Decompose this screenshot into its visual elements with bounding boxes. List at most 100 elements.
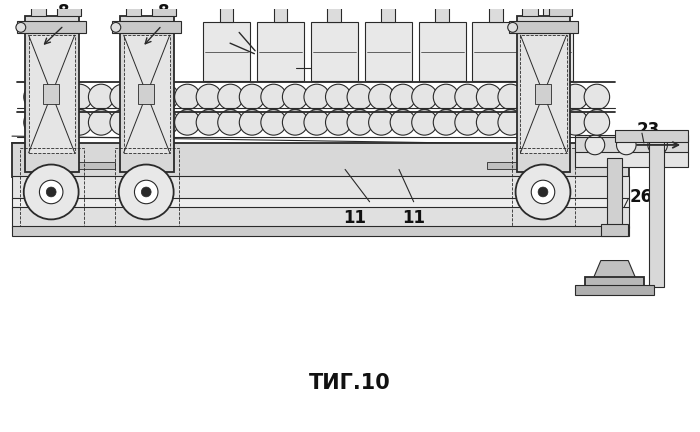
Circle shape	[304, 110, 330, 135]
Bar	[509, 22, 578, 33]
Bar	[25, 16, 78, 172]
Circle shape	[153, 84, 178, 110]
Circle shape	[218, 84, 243, 110]
Circle shape	[541, 84, 566, 110]
Bar	[601, 224, 628, 236]
Bar	[112, 22, 181, 33]
Text: 26: 26	[629, 188, 652, 206]
Circle shape	[261, 110, 286, 135]
Bar	[489, 0, 503, 22]
Circle shape	[196, 110, 222, 135]
Circle shape	[617, 135, 636, 155]
Circle shape	[412, 84, 438, 110]
Circle shape	[584, 84, 610, 110]
Circle shape	[111, 22, 120, 32]
Text: ΤИГ.10: ΤИГ.10	[309, 373, 391, 393]
Text: 27: 27	[270, 46, 293, 64]
Bar	[517, 16, 570, 172]
Bar	[257, 22, 304, 81]
Bar	[543, 0, 556, 22]
Circle shape	[174, 110, 200, 135]
Bar	[12, 226, 629, 236]
Circle shape	[24, 165, 78, 219]
Circle shape	[304, 84, 330, 110]
Circle shape	[282, 84, 308, 110]
Circle shape	[67, 110, 92, 135]
Circle shape	[584, 110, 610, 135]
Text: 11: 11	[344, 209, 366, 227]
Circle shape	[24, 110, 49, 135]
Circle shape	[433, 84, 459, 110]
Circle shape	[196, 84, 222, 110]
Bar	[536, 84, 551, 104]
Bar	[115, 148, 178, 226]
Circle shape	[88, 84, 114, 110]
Circle shape	[141, 187, 151, 197]
Circle shape	[261, 84, 286, 110]
Bar	[311, 22, 358, 81]
Text: 11: 11	[402, 209, 425, 227]
Bar	[575, 285, 654, 295]
Bar	[43, 84, 59, 104]
Bar	[419, 22, 466, 81]
Circle shape	[24, 84, 49, 110]
Bar	[12, 206, 629, 228]
Bar	[12, 176, 629, 199]
Circle shape	[455, 84, 480, 110]
Circle shape	[433, 110, 459, 135]
Circle shape	[516, 165, 570, 219]
Bar	[328, 0, 341, 22]
Circle shape	[369, 84, 394, 110]
Bar	[120, 16, 174, 172]
Bar	[12, 143, 629, 177]
Bar	[435, 0, 449, 22]
Text: 8: 8	[158, 3, 169, 20]
Circle shape	[46, 187, 56, 197]
Bar	[152, 0, 176, 16]
Bar	[649, 135, 664, 287]
Bar	[12, 198, 629, 209]
Circle shape	[347, 84, 372, 110]
Circle shape	[132, 84, 157, 110]
Text: 10: 10	[311, 60, 334, 79]
Circle shape	[508, 22, 517, 32]
Circle shape	[648, 135, 667, 155]
Bar	[31, 0, 46, 16]
Circle shape	[390, 110, 416, 135]
Circle shape	[88, 110, 114, 135]
Bar	[125, 0, 141, 16]
Bar	[526, 22, 573, 81]
Circle shape	[218, 110, 243, 135]
Bar	[615, 130, 688, 142]
Bar	[522, 0, 538, 16]
Bar	[473, 22, 519, 81]
Circle shape	[67, 84, 92, 110]
Bar	[20, 148, 83, 226]
Circle shape	[326, 84, 351, 110]
Circle shape	[498, 84, 524, 110]
Circle shape	[563, 110, 588, 135]
Circle shape	[119, 165, 174, 219]
Circle shape	[153, 110, 178, 135]
Circle shape	[390, 84, 416, 110]
Bar	[220, 0, 233, 22]
Circle shape	[39, 180, 63, 204]
Bar	[203, 22, 250, 81]
Circle shape	[477, 84, 502, 110]
Bar	[382, 0, 395, 22]
Circle shape	[369, 110, 394, 135]
Circle shape	[563, 84, 588, 110]
Bar	[521, 35, 566, 153]
Bar	[365, 22, 412, 81]
Circle shape	[412, 110, 438, 135]
Circle shape	[477, 110, 502, 135]
Circle shape	[110, 110, 135, 135]
Bar	[607, 158, 622, 226]
Circle shape	[585, 135, 605, 155]
Bar	[585, 277, 644, 287]
Circle shape	[455, 110, 480, 135]
Circle shape	[239, 110, 265, 135]
Circle shape	[541, 110, 566, 135]
Bar	[575, 152, 688, 168]
Circle shape	[326, 110, 351, 135]
